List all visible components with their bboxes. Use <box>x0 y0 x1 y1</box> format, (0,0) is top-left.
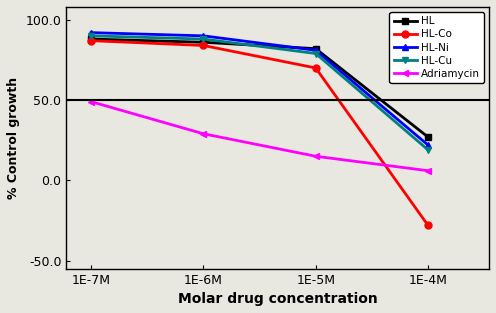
Line: HL-Co: HL-Co <box>88 37 432 229</box>
HL-Cu <box>312 52 318 55</box>
Adriamycin <box>312 154 318 158</box>
Y-axis label: % Control growth: % Control growth <box>7 77 20 199</box>
Line: HL-Ni: HL-Ni <box>88 29 432 148</box>
Line: HL-Cu: HL-Cu <box>88 32 432 153</box>
HL-Ni <box>200 34 206 38</box>
X-axis label: Molar drug concentration: Molar drug concentration <box>178 292 377 306</box>
HL <box>312 47 318 51</box>
Legend: HL, HL-Co, HL-Ni, HL-Cu, Adriamycin: HL, HL-Co, HL-Ni, HL-Cu, Adriamycin <box>389 12 484 83</box>
Adriamycin <box>425 169 431 172</box>
HL-Co <box>88 39 94 43</box>
HL-Cu <box>200 37 206 41</box>
HL <box>425 135 431 139</box>
Adriamycin <box>88 100 94 104</box>
HL-Ni <box>312 49 318 52</box>
HL-Co <box>200 44 206 47</box>
Line: HL: HL <box>88 36 432 141</box>
HL-Ni <box>88 31 94 34</box>
HL <box>200 40 206 44</box>
Adriamycin <box>200 132 206 136</box>
Line: Adriamycin: Adriamycin <box>88 98 432 174</box>
HL <box>88 37 94 41</box>
HL-Cu <box>88 34 94 38</box>
HL-Co <box>425 223 431 227</box>
HL-Co <box>312 66 318 70</box>
HL-Ni <box>425 143 431 147</box>
HL-Cu <box>425 148 431 152</box>
